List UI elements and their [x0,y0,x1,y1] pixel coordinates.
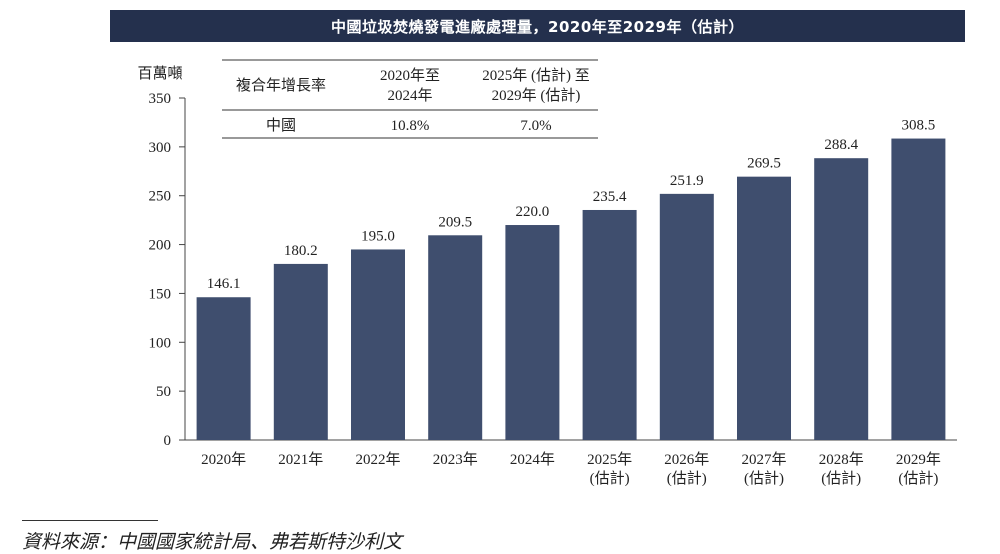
bar [814,158,869,440]
bar-value-label: 288.4 [824,137,858,153]
y-tick-label: 250 [149,189,172,205]
table-header-cell: 2020年至 [380,67,440,84]
x-tick-label: 2025年 [587,451,632,468]
bar [351,249,405,440]
table-header-cell: 2029年 (估計) [492,87,581,104]
bar-value-label: 195.0 [361,228,395,244]
bar-value-label: 180.2 [284,243,318,259]
x-tick-label: (估計) [898,470,938,487]
x-tick-label: 2027年 [741,451,786,468]
source-note: 資料來源：中國國家統計局、弗若斯特沙利文 [22,531,403,553]
bar [505,225,560,440]
x-tick-label: (估計) [590,470,630,487]
y-tick-label: 300 [149,140,172,156]
bar [428,235,483,440]
bar-value-label: 269.5 [747,156,781,172]
y-tick-label: 200 [149,238,172,254]
bar [891,138,946,440]
table-header-cell: 2024年 [387,87,432,104]
table-cell: 中國 [266,117,296,134]
y-tick-label: 100 [149,335,172,351]
x-tick-label: 2029年 [896,451,941,468]
table-header-cell: 複合年增長率 [236,77,326,94]
x-tick-label: 2020年 [201,451,246,468]
bar-value-label: 209.5 [438,214,472,230]
bar [196,297,251,440]
bar [582,209,637,440]
table-header-cell: 2025年 (估計) 至 [482,67,590,84]
y-tick-label: 350 [149,91,172,107]
x-tick-label: (估計) [667,470,707,487]
bar-value-label: 308.5 [902,118,936,134]
bar [273,263,328,440]
y-axis-label: 百萬噸 [137,65,182,82]
bar-value-label: 235.4 [593,189,627,205]
y-tick-label: 150 [149,286,172,302]
x-tick-label: 2024年 [510,451,555,468]
x-tick-label: 2023年 [433,451,478,468]
bar [659,193,714,440]
x-tick-label: (估計) [744,470,784,487]
source-divider [22,520,158,521]
y-tick-label: 50 [156,384,171,400]
x-tick-label: 2026年 [664,451,709,468]
table-cell: 7.0% [520,118,551,134]
bar-value-label: 220.0 [516,204,550,220]
x-tick-label: 2022年 [355,451,400,468]
x-tick-label: 2028年 [819,451,864,468]
x-tick-label: 2021年 [278,451,323,468]
x-tick-label: (估計) [821,470,861,487]
bar-value-label: 146.1 [207,276,241,292]
y-tick-label: 0 [164,433,172,449]
chart-title: 中國垃圾焚燒發電進廠處理量，2020年至2029年（估計） [110,10,965,42]
bar [737,176,791,440]
table-cell: 10.8% [391,118,430,134]
bar-value-label: 251.9 [670,173,704,189]
